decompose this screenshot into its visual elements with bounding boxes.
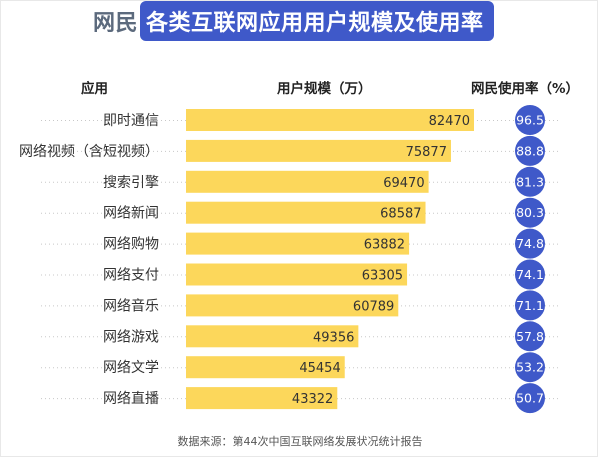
title-plain-text: 网民 [93, 11, 139, 36]
bar [186, 109, 474, 131]
rate-value-label: 50.7 [516, 391, 544, 406]
category-label: 网络新闻 [103, 206, 159, 222]
bar-value-label: 63882 [364, 238, 405, 253]
rate-value-label: 53.2 [516, 360, 544, 375]
bar-value-label: 49356 [313, 330, 354, 345]
page-title: 网民 各类互联网应用用户规模及使用率 [93, 1, 494, 41]
rate-value-label: 71.1 [516, 298, 544, 313]
rate-circle [515, 135, 545, 166]
rate-circle [515, 228, 545, 259]
bar-value-label: 63305 [362, 269, 403, 284]
category-label: 网络视频（含短视频） [19, 144, 159, 160]
bar [186, 356, 345, 379]
rate-value-label: 74.1 [516, 267, 544, 282]
rate-circle [515, 259, 545, 290]
rate-value-label: 88.8 [516, 143, 544, 158]
bar-value-label: 82470 [429, 114, 470, 129]
category-label: 网络购物 [103, 237, 159, 253]
rate-value-label: 96.5 [516, 113, 544, 128]
header-rate: 网民使用率（%） [471, 81, 580, 97]
rate-circle [515, 290, 545, 321]
rate-circle [515, 105, 545, 135]
rate-circle [515, 166, 545, 197]
rate-circle [515, 352, 545, 383]
bar [186, 263, 408, 286]
bar-value-label: 60789 [353, 299, 394, 314]
bar [186, 294, 399, 317]
bar-value-label: 69470 [383, 176, 424, 191]
title-highlight-text: 各类互联网应用用户规模及使用率 [140, 1, 494, 41]
category-label: 网络音乐 [103, 297, 159, 314]
rate-circle [515, 197, 545, 228]
bar [186, 325, 359, 348]
category-label: 搜索引擎 [103, 174, 159, 191]
rate-value-label: 81.3 [516, 174, 544, 189]
rate-value-label: 57.8 [516, 329, 544, 344]
bar [186, 170, 429, 193]
bar-value-label: 43322 [292, 392, 333, 407]
bar-value-label: 45454 [299, 361, 340, 376]
bar [186, 201, 426, 224]
rate-circle [515, 321, 545, 352]
bar-value-label: 75877 [406, 145, 447, 160]
rate-circle [515, 383, 545, 414]
header-app: 应用 [81, 81, 108, 97]
bar [186, 387, 338, 410]
category-label: 网络直播 [103, 390, 159, 407]
rate-value-label: 74.8 [516, 236, 544, 251]
rate-value-label: 80.3 [516, 205, 544, 220]
bar-value-label: 68587 [380, 207, 421, 222]
category-label: 网络游戏 [103, 329, 159, 345]
header-users: 用户规模（万） [277, 81, 372, 97]
bar [186, 139, 451, 162]
bar [186, 232, 410, 255]
category-label: 网络支付 [103, 268, 159, 284]
source-note: 数据来源：第44次中国互联网络发展状况统计报告 [177, 435, 423, 448]
category-label: 网络文学 [103, 360, 159, 376]
category-label: 即时通信 [103, 113, 159, 129]
